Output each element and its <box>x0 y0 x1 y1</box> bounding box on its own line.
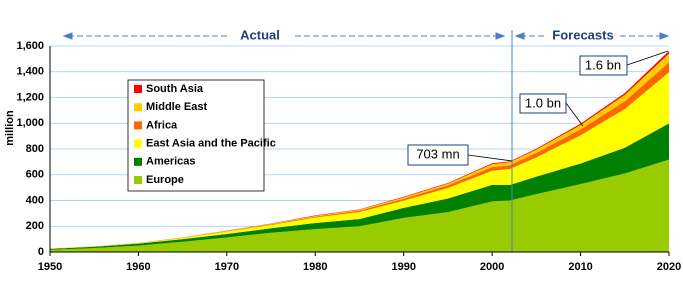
annotation: 703 mn <box>416 146 459 161</box>
y-tick-label: 1,600 <box>16 40 44 52</box>
legend-swatch <box>134 157 142 166</box>
legend-swatch <box>134 139 142 148</box>
annotation-box <box>579 55 628 76</box>
x-tick-label: 1950 <box>38 261 62 273</box>
legend-label: Europe <box>146 174 184 186</box>
area <box>50 123 669 250</box>
annotation-leaders <box>467 50 669 162</box>
y-tick-label: 600 <box>26 169 44 181</box>
legend-box <box>127 79 265 192</box>
legend-label: East Asia and the Pacific <box>146 138 276 150</box>
annotation: 1.0 bn <box>525 95 561 110</box>
area <box>50 62 669 249</box>
period-arrows <box>62 32 670 40</box>
x-tick-label: 1990 <box>391 261 415 273</box>
period-label: Actual <box>240 27 280 42</box>
y-tick-label: 400 <box>26 194 44 206</box>
y-tick-label: 1,400 <box>16 66 44 78</box>
y-tick-label: 1,000 <box>16 117 44 129</box>
x-tick-label: 2000 <box>480 261 504 273</box>
annotation-box <box>519 93 567 114</box>
annotation-box <box>407 144 469 166</box>
y-tick-label: 800 <box>26 143 44 155</box>
area-layer <box>50 51 669 252</box>
x-tick-label: 1960 <box>126 261 150 273</box>
y-tick-label: 0 <box>38 246 44 258</box>
y-tick-label: 1,200 <box>16 91 44 103</box>
area <box>50 72 669 249</box>
x-tick-label: 2020 <box>657 261 681 273</box>
legend-label: Africa <box>146 119 178 131</box>
legend-swatch <box>134 103 142 112</box>
legend-swatch <box>134 121 142 130</box>
y-axis-label: million <box>4 110 16 146</box>
legend-label: South Asia <box>146 83 204 95</box>
legend-swatch <box>134 176 142 184</box>
legend-label: Middle East <box>146 101 207 113</box>
x-tick-label: 1970 <box>215 261 239 273</box>
legend: South Asia Middle East Africa East Asia and… <box>127 79 276 192</box>
area <box>50 159 669 252</box>
annotation: 1.6 bn <box>585 57 621 72</box>
x-tick-label: 1980 <box>303 261 327 273</box>
legend-label: Americas <box>146 156 196 168</box>
legend-swatch <box>134 85 142 93</box>
period-label: Forecasts <box>552 27 613 42</box>
x-tick-label: 2010 <box>568 261 592 273</box>
y-tick-label: 200 <box>26 220 44 232</box>
